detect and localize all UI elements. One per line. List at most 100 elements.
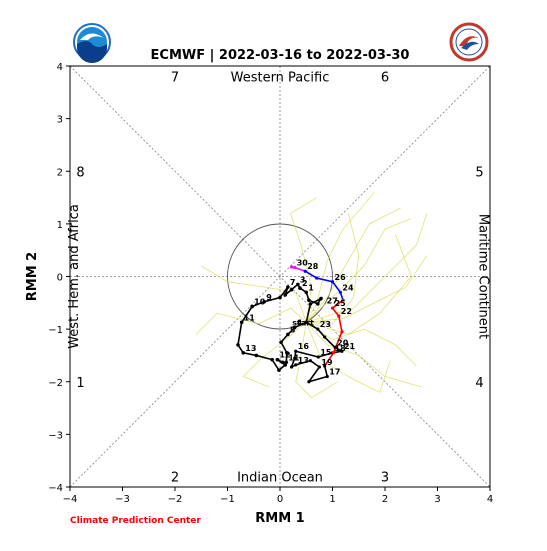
y-tick-label: 0: [57, 273, 63, 284]
x-tick-label: −2: [168, 494, 183, 505]
phase-number-label: 4: [475, 376, 483, 391]
observed-day-label: 2: [302, 279, 308, 288]
forecast-segment: [316, 277, 333, 283]
phase-number-label: 8: [76, 165, 84, 180]
observed-day-label: 10: [254, 297, 266, 306]
observed-day-label: 12: [279, 351, 290, 360]
ensemble-member-line: [195, 307, 307, 335]
x-tick-label: 3: [434, 494, 440, 505]
observed-point: [304, 290, 309, 295]
forecast-point: [317, 365, 321, 369]
y-tick-label: −3: [48, 430, 63, 441]
forecast-day-label: 28: [307, 262, 319, 271]
y-tick-label: −2: [48, 378, 63, 389]
y-tick-label: 2: [57, 167, 63, 178]
forecast-point: [293, 356, 297, 360]
observed-point: [286, 285, 290, 289]
observed-point: [298, 286, 302, 290]
forecast-point: [337, 314, 341, 318]
forecast-segment: [295, 350, 319, 358]
observed-point: [307, 298, 311, 302]
forecast-day-label: 24: [342, 283, 354, 292]
phase-number-label: 7: [171, 71, 179, 86]
forecast-segment: [332, 299, 344, 309]
forecast-point: [316, 355, 320, 359]
forecast-segment: [338, 315, 343, 332]
forecast-day-label: 17: [329, 367, 340, 376]
observed-point: [241, 351, 246, 355]
forecast-point: [340, 330, 344, 334]
x-tick-label: −3: [115, 494, 130, 505]
forecast-point: [294, 363, 298, 367]
observed-point: [316, 302, 320, 306]
forecast-track: [289, 265, 345, 384]
forecast-point: [315, 276, 319, 280]
ensemble-member-line: [242, 322, 307, 388]
ensemble-member-line: [305, 322, 422, 388]
x-tick-label: 2: [382, 494, 388, 505]
observed-day-label: 1: [308, 283, 314, 292]
y-tick-label: −1: [48, 325, 63, 336]
ensemble-member-line: [306, 255, 428, 323]
x-tick-label: 1: [329, 494, 335, 505]
y-axis-label: RMM 2: [25, 252, 40, 301]
region-label-top: Western Pacific: [231, 71, 330, 86]
forecast-point: [308, 359, 313, 363]
forecast-segment: [295, 359, 311, 366]
forecast-point: [289, 265, 294, 269]
chart-title: ECMWF | 2022-03-16 to 2022-03-30: [151, 48, 410, 63]
forecast-point: [289, 365, 294, 369]
noaa-logo: [73, 23, 111, 63]
forecast-segment: [317, 328, 326, 338]
observed-day-label: 11: [244, 313, 256, 322]
x-tick-label: −1: [220, 494, 235, 505]
ensemble-member-line: [305, 207, 401, 323]
forecast-day-label: 22: [341, 307, 352, 316]
forecast-segment: [308, 366, 321, 383]
forecast-segment: [331, 307, 340, 317]
forecast-point: [323, 364, 327, 368]
x-tick-label: −4: [63, 494, 78, 505]
ensemble-member-line: [305, 322, 391, 393]
forecast-point: [330, 306, 335, 310]
forecast-point: [341, 298, 345, 302]
ensemble-member-line: [306, 213, 360, 325]
observed-point: [319, 296, 323, 301]
forecast-day-label: 30: [297, 259, 309, 268]
y-tick-label: −4: [48, 483, 63, 494]
forecast-point: [303, 269, 307, 273]
observed-day-label: 11: [288, 353, 300, 362]
observed-day-label: 13: [245, 344, 256, 353]
observed-point: [239, 320, 244, 325]
forecast-segment: [294, 266, 306, 272]
forecast-point: [293, 265, 297, 270]
phase-grid: [69, 65, 491, 488]
x-tick-label: 4: [487, 494, 493, 505]
observed-day-label: 5: [290, 325, 296, 334]
forecast-segment: [318, 352, 333, 358]
observed-track: [236, 282, 324, 372]
observed-point: [279, 340, 283, 345]
forecast-segment: [304, 270, 318, 279]
region-label-left: West. Hem. and Africa: [67, 204, 82, 349]
observed-point: [285, 351, 289, 355]
forecast-day-label: 13: [298, 356, 309, 365]
phase-number-label: 3: [381, 470, 389, 485]
forecast-point: [294, 349, 298, 353]
forecast-segment: [323, 365, 329, 377]
x-axis-label: RMM 1: [255, 511, 304, 526]
observed-point: [286, 332, 290, 337]
phase-number-label: 5: [475, 165, 483, 180]
ensemble-member-line: [306, 218, 412, 323]
region-label-bottom: Indian Ocean: [237, 470, 323, 485]
forecast-segment: [309, 360, 320, 368]
ensemble-member-line: [306, 234, 412, 335]
observed-point: [280, 360, 285, 365]
y-tick-label: 1: [57, 220, 63, 231]
observed-point: [262, 299, 267, 304]
ensemble-member-line: [305, 192, 375, 323]
y-tick-label: 4: [57, 62, 63, 73]
forecast-point: [316, 327, 320, 331]
